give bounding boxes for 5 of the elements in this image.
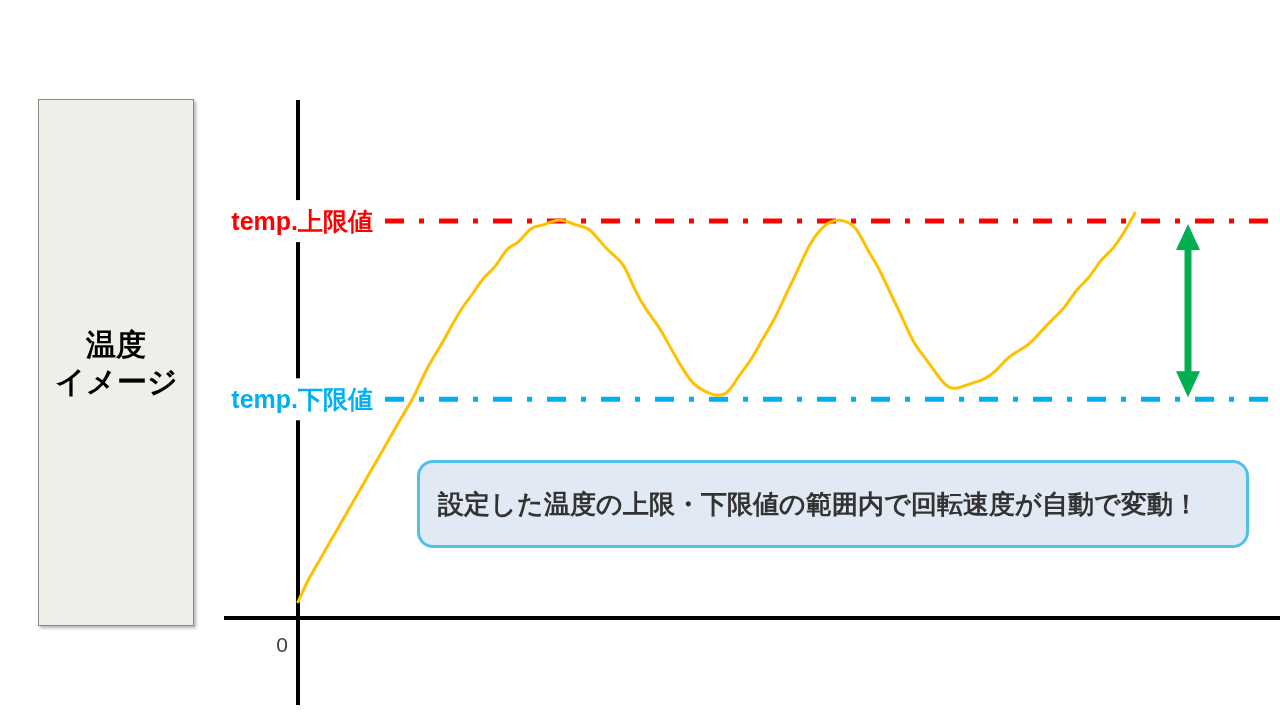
annotation: 設定した温度の上限・下限値の範囲内で回転速度が自動で変動！ bbox=[438, 487, 1199, 521]
ref-line-label: temp.上限値 bbox=[231, 206, 373, 235]
y-axis-title: 温度イメージ bbox=[54, 326, 178, 400]
text: 0 bbox=[276, 633, 288, 657]
ref-line-label: temp.下限値 bbox=[231, 385, 373, 414]
